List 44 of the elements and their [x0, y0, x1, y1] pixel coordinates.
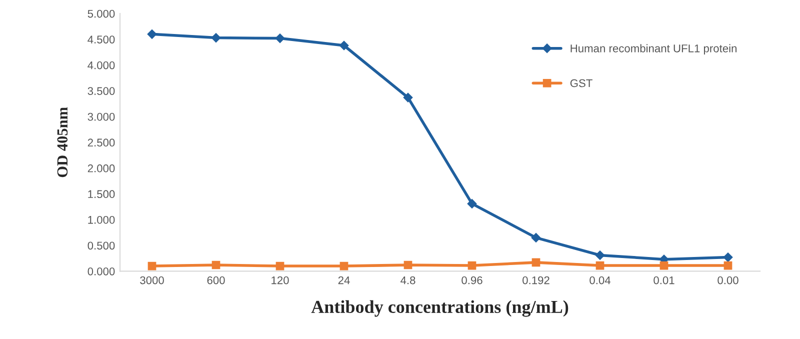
- point: [404, 260, 412, 270]
- x-tick-label: 3000: [140, 276, 164, 284]
- legend-label: GST: [570, 79, 592, 88]
- y-tick-label: 0.000: [88, 267, 115, 276]
- point: [724, 261, 732, 270]
- y-tick-label: 3.500: [88, 87, 115, 95]
- point: [276, 262, 284, 270]
- point: [468, 261, 476, 270]
- x-tick-label: 120: [272, 276, 289, 284]
- x-tick-label: 0.192: [522, 276, 550, 284]
- x-tick-label: 0.00: [718, 276, 738, 284]
- x-tick-label: 0.96: [462, 276, 482, 284]
- y-tick-label: 5.000: [88, 10, 115, 18]
- y-tick-label: 2.000: [88, 164, 115, 172]
- y-axis-title: OD 405nm: [57, 107, 68, 178]
- point: [340, 262, 348, 270]
- y-tick-label: 1.500: [88, 190, 115, 198]
- y-tick-label: 2.500: [88, 138, 115, 147]
- point: [532, 258, 540, 267]
- point: [596, 261, 604, 270]
- point: [211, 32, 221, 43]
- y-tick-label: 4.500: [88, 36, 115, 44]
- point: [147, 29, 157, 40]
- point: [660, 261, 668, 270]
- point: [339, 40, 349, 50]
- point: [148, 262, 156, 270]
- point: [212, 260, 220, 270]
- x-axis-title: Antibody concentrations (ng/mL): [311, 300, 568, 317]
- y-tick-label: 3.000: [88, 112, 115, 121]
- y-tick-label: 4.000: [88, 61, 115, 70]
- y-tick-label: 1.000: [88, 216, 115, 224]
- point: [723, 252, 733, 262]
- y-tick-label: 0.500: [88, 242, 115, 250]
- point: [467, 198, 477, 209]
- x-tick-label: 0.04: [590, 276, 610, 284]
- x-tick-label: 24: [338, 276, 350, 284]
- point: [275, 33, 285, 44]
- x-tick-label: 4.8: [400, 276, 416, 284]
- point: [531, 232, 541, 243]
- point: [595, 250, 605, 260]
- point: [403, 92, 413, 102]
- x-tick-label: 0.01: [654, 276, 674, 284]
- x-tick-label: 600: [207, 276, 225, 284]
- legend-label: Human recombinant UFL1 protein: [570, 44, 736, 55]
